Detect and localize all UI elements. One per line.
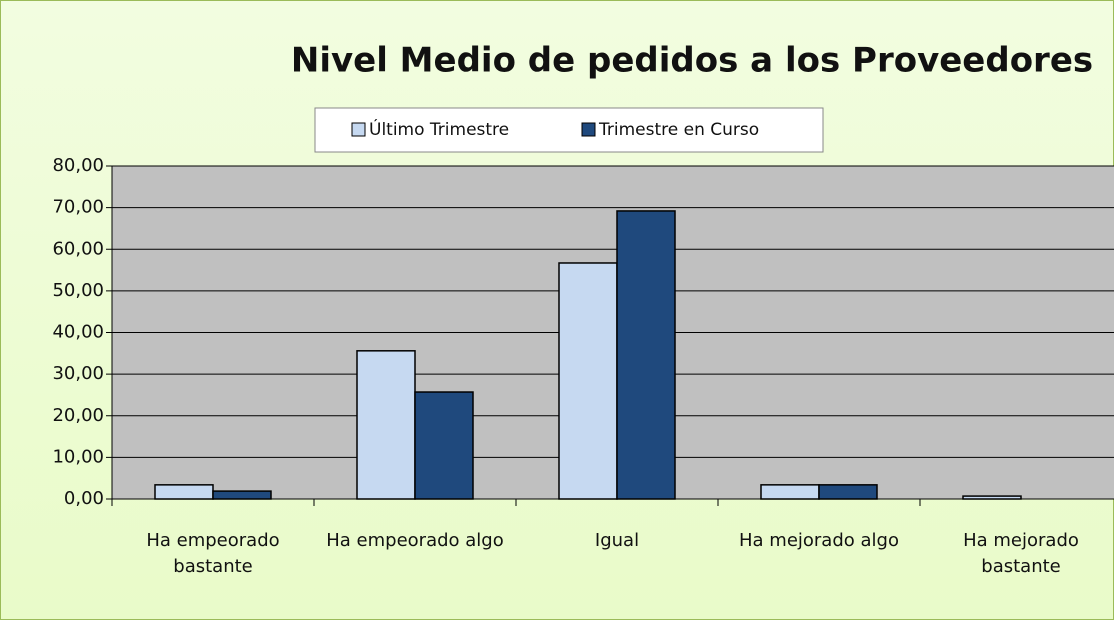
- y-tick-label: 80,00: [52, 155, 104, 176]
- legend-swatch: [581, 122, 596, 137]
- bar: [760, 484, 820, 500]
- bar: [154, 484, 214, 500]
- y-tick-label: 70,00: [52, 197, 104, 218]
- y-tick-label: 40,00: [52, 322, 104, 343]
- y-tick-label: 30,00: [52, 363, 104, 384]
- legend-swatch: [351, 122, 366, 137]
- bar: [414, 391, 474, 500]
- y-tick-label: 20,00: [52, 405, 104, 426]
- bar: [818, 484, 878, 500]
- x-tick-label: Ha mejorado algo: [739, 530, 899, 551]
- x-tick-label: Ha empeorado algo: [326, 530, 504, 551]
- x-tick-label: Ha mejorado bastante: [963, 530, 1079, 577]
- bar: [212, 490, 272, 500]
- x-tick-label: Ha empeorado bastante: [146, 530, 280, 577]
- legend-label: Último Trimestre: [369, 118, 509, 140]
- y-tick-label: 60,00: [52, 238, 104, 259]
- y-tick-label: 0,00: [64, 488, 104, 509]
- x-tick-label: Igual: [594, 530, 640, 551]
- bar: [962, 495, 1022, 500]
- y-tick-label: 10,00: [52, 446, 104, 467]
- bar: [356, 350, 416, 500]
- legend-label: Trimestre en Curso: [598, 120, 759, 140]
- legend: [314, 107, 824, 153]
- bar: [558, 262, 618, 500]
- bar: [616, 210, 676, 500]
- chart-title: Nivel Medio de pedidos a los Proveedores: [291, 41, 1093, 81]
- y-tick-label: 50,00: [52, 280, 104, 301]
